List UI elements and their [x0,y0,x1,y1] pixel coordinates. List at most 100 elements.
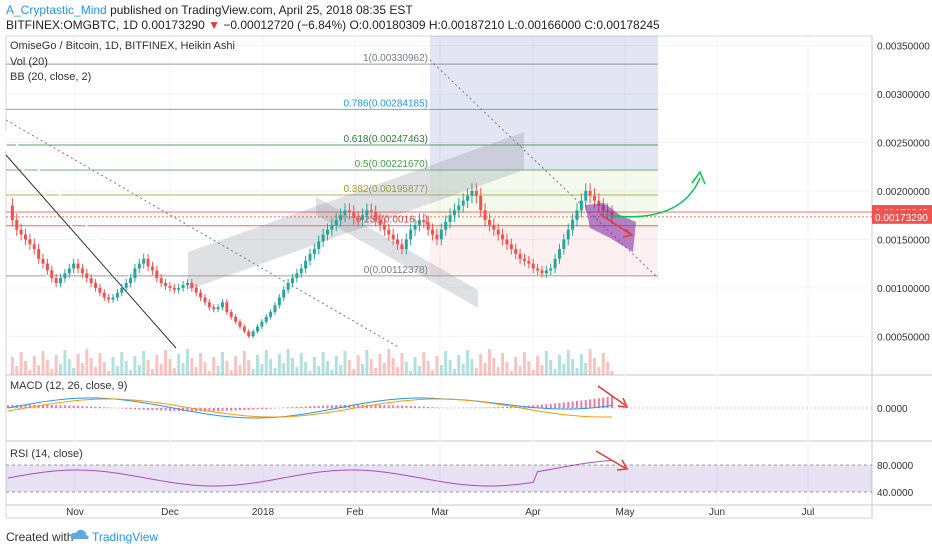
candle-body [579,200,583,211]
candle-body [159,278,163,283]
fib-level-label: 0.5(0.00221670) [355,159,428,170]
volume-bar [168,359,172,375]
volume-bar [172,368,176,375]
tradingview-link[interactable]: TradingView [92,530,159,544]
ohlc-values: O:0.00180309 H:0.00187210 L:0.00166000 C… [349,18,660,32]
volume-bar [199,353,203,375]
volume-bar [501,353,505,375]
candle-body [229,312,233,317]
volume-bar [361,364,365,375]
macd-histogram-bar [155,408,158,411]
macd-histogram-bar [59,405,62,408]
candle-body [299,268,303,274]
macd-histogram-bar [63,405,66,408]
candle-body [387,229,391,235]
volume-bar [470,359,474,375]
volume-bar [536,356,540,375]
macd-histogram-bar [125,408,128,409]
candle-body [94,282,98,288]
candle-body [85,273,89,279]
candle-body [413,224,417,230]
macd-histogram-bar [138,408,141,410]
volume-bar [413,357,417,375]
candle-body [146,258,150,267]
macd-tick-label: 0.0000 [877,404,908,415]
candle-body [308,253,312,261]
candle-body [63,273,67,279]
candles [10,183,614,375]
y-tick-label: 0.00050000 [877,332,930,343]
y-tick-label: 0.00150000 [877,235,930,246]
macd-signal-line [7,398,613,418]
rsi-tick-label: 80.0000 [877,461,914,472]
volume-bar [15,366,19,375]
candle-body [269,312,273,317]
y-tick-label: 0.00100000 [877,284,930,295]
volume-bar [527,361,531,375]
volume-bar [448,360,452,375]
bullish-arrow [604,177,701,218]
volume-bar [400,353,404,375]
candle-body [557,249,561,259]
candle-body [50,270,54,279]
volume-bar [505,362,509,375]
fib-level-label: 0.786(0.00284185) [343,98,428,109]
published-text: published on TradingView.com, April 25, … [110,3,413,17]
volume-bar [80,363,84,375]
candle-body [225,302,229,313]
author-link[interactable]: A_Cryptastic_Mind [6,3,107,17]
candle-body [509,244,513,250]
macd-histogram-bar [142,408,145,410]
macd-histogram-bar [317,405,320,408]
candle-body [111,297,115,300]
candle-body [220,302,224,308]
volume-bar [304,362,308,375]
candle-body [330,224,334,230]
macd-histogram-bar [611,396,613,408]
volume-bar [216,366,220,375]
candle-body [553,258,557,269]
volume-bar [124,361,128,375]
candle-body [133,268,137,279]
macd-histogram-bar [103,407,106,408]
volume-bar [334,356,338,375]
macd-histogram-bar [357,404,360,408]
volume-bar [286,349,290,375]
candle-body [172,287,176,290]
candle-body [566,229,570,240]
macd-histogram-bar [129,408,132,409]
candle-body [45,263,49,271]
volume-bar [164,350,168,375]
volume-bar [382,363,386,375]
candle-body [457,205,461,211]
macd-histogram-bar [164,408,167,411]
macd-histogram-bar [501,407,504,408]
macd-histogram-bar [606,397,609,408]
macd-down-arrow [597,385,626,406]
candle-body [479,195,483,211]
price-label-text: 0.00173290 [875,213,928,224]
macd-histogram-bar [540,404,543,408]
volume-bar [544,351,548,375]
candle-body [185,282,189,285]
candle-body [242,326,246,332]
volume-bar [308,371,312,375]
downside-arrow [599,213,631,235]
projection-zone [585,203,636,252]
volume-bar [509,371,513,375]
macd-histogram-bar [400,405,403,408]
volume-bar [557,355,561,375]
volume-bar [94,367,98,375]
candle-body [41,258,45,264]
macd-histogram-bar [256,408,259,410]
macd-legend: MACD (12, 26, close, 9) [10,380,128,392]
macd-histogram-bar [383,404,386,408]
candle-body [339,215,343,221]
candle-body [277,297,281,306]
macd-histogram-bar [295,406,298,408]
macd-histogram-bar [300,406,303,408]
candle-body [207,302,211,308]
macd-histogram-bar [326,405,329,408]
volume-bar [150,369,154,375]
macd-histogram-bar [370,404,373,408]
